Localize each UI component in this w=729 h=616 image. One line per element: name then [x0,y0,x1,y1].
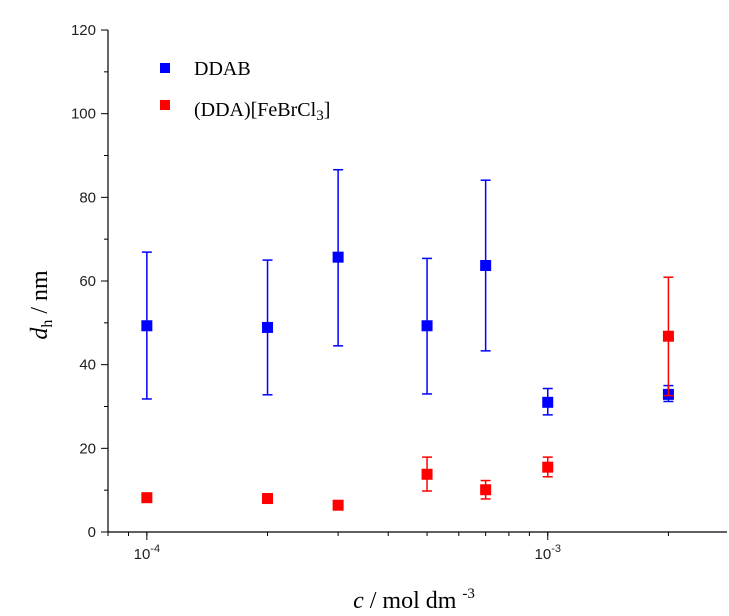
data-point [542,396,554,408]
x-tick-label: 10-3 [535,543,561,563]
data-point [421,468,433,480]
data-point [662,330,674,342]
x-axis-title: c / mol dm -3 [353,586,475,614]
y-tick-label: 60 [79,273,96,290]
data-point [480,260,492,272]
data-marks [141,168,674,511]
legend-label-ddab: DDAB [194,58,251,80]
y-tick-label: 0 [88,524,96,541]
data-point [332,251,344,263]
data-point [262,321,274,333]
y-tick-label: 100 [71,106,96,123]
y-tick-label: 20 [79,440,96,457]
legend-swatch-ddab [160,63,170,73]
y-tick-label: 80 [79,189,96,206]
axes: 0 20 40 60 80 100 120 10-4 10-3 [71,22,727,563]
legend-swatch-dda-febrcl3 [160,100,170,110]
data-point [480,484,492,496]
legend-item-ddab: DDAB [160,58,251,80]
y-tick-label: 40 [79,357,96,374]
x-tick-label: 10-4 [134,543,160,563]
legend-item-dda-febrcl3: (DDA)[FeBrCl3] [160,99,330,124]
data-point [141,320,153,332]
data-point [141,492,153,504]
series-1 [141,276,674,511]
y-tick-label: 120 [71,22,96,39]
data-point [332,499,344,511]
data-point [542,461,554,473]
data-point [262,493,274,505]
data-point [421,320,433,332]
legend-label-dda-febrcl3: (DDA)[FeBrCl3] [194,99,330,124]
legend: DDAB (DDA)[FeBrCl3] [160,58,330,124]
series-0 [141,168,674,416]
y-axis-title: dh / nm [27,270,56,340]
